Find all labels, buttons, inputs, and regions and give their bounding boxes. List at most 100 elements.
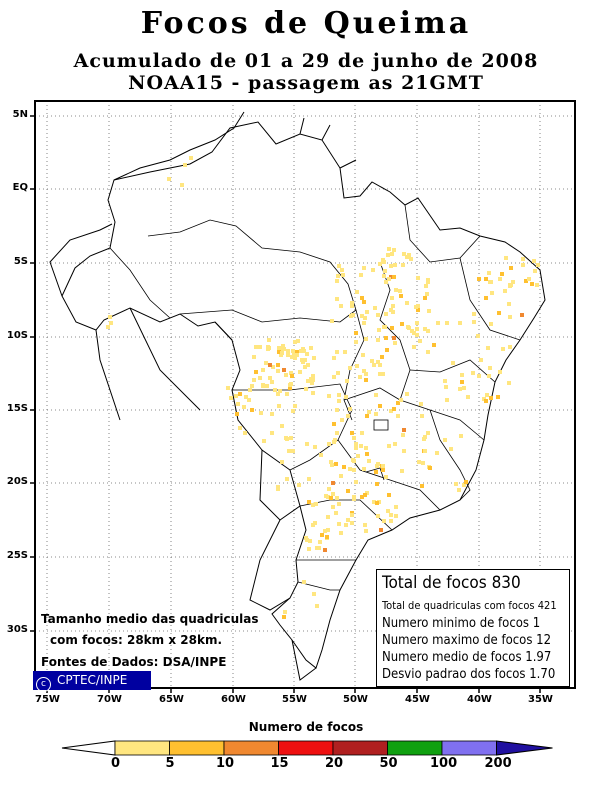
fire-cell bbox=[326, 495, 330, 499]
fire-cell bbox=[229, 396, 233, 400]
fire-cell bbox=[418, 339, 422, 343]
fire-cell bbox=[250, 384, 254, 388]
fire-cell bbox=[533, 269, 537, 273]
fire-cell bbox=[303, 365, 307, 369]
fire-cell bbox=[106, 325, 110, 329]
fire-cell bbox=[280, 424, 284, 428]
fire-cell bbox=[360, 314, 364, 318]
fire-cell bbox=[320, 533, 324, 537]
fire-cell bbox=[457, 488, 461, 492]
fire-cell bbox=[306, 379, 310, 383]
fire-cell bbox=[364, 337, 368, 341]
fire-cell bbox=[318, 540, 322, 544]
legend-tick: 50 bbox=[379, 756, 398, 771]
legend-right-arrow bbox=[496, 740, 553, 756]
fire-cell bbox=[180, 183, 184, 187]
fire-cell bbox=[278, 389, 282, 393]
lon-label: 35W bbox=[528, 694, 553, 705]
fire-cell bbox=[293, 356, 297, 360]
fire-cell bbox=[509, 283, 513, 287]
fire-cell bbox=[520, 313, 524, 317]
fire-cell bbox=[350, 513, 354, 517]
fire-cell bbox=[289, 371, 293, 375]
fire-cell bbox=[244, 395, 248, 399]
fire-cell bbox=[509, 266, 513, 270]
fire-cell bbox=[387, 277, 391, 281]
fire-cell bbox=[378, 262, 382, 266]
fire-cell bbox=[362, 300, 366, 304]
fire-cell bbox=[381, 468, 385, 472]
fire-cell bbox=[268, 363, 272, 367]
fire-cell bbox=[280, 351, 284, 355]
fire-cell bbox=[358, 375, 362, 379]
fire-cell bbox=[389, 519, 393, 523]
lat-label: 10S bbox=[6, 330, 28, 341]
badge-text: CPTEC/INPE bbox=[57, 673, 128, 687]
fire-cell bbox=[354, 480, 358, 484]
fire-cell bbox=[373, 306, 377, 310]
fire-cell bbox=[340, 268, 344, 272]
fire-cell bbox=[460, 373, 464, 377]
fire-cell bbox=[391, 304, 395, 308]
fire-cell bbox=[435, 451, 439, 455]
fire-cell bbox=[410, 329, 414, 333]
fire-cell bbox=[337, 522, 341, 526]
fire-cell bbox=[298, 370, 302, 374]
mean-fires: Numero medio de focos 1.97 bbox=[382, 650, 552, 665]
map-subtitle-satellite: NOAA15 - passagem as 21GMT bbox=[128, 72, 484, 94]
fire-cell bbox=[281, 344, 285, 348]
fire-cell bbox=[332, 375, 336, 379]
fire-cell bbox=[276, 392, 280, 396]
fire-cell bbox=[372, 363, 376, 367]
fire-cell bbox=[486, 346, 490, 350]
map-title: Focos de Queima bbox=[140, 6, 472, 41]
fire-cell bbox=[472, 320, 476, 324]
cell-size-note-1: Tamanho medio das quadriculas bbox=[41, 612, 259, 626]
fire-cell bbox=[443, 379, 447, 383]
fire-cell bbox=[361, 353, 365, 357]
fire-cell bbox=[507, 381, 511, 385]
fire-cell bbox=[425, 292, 429, 296]
fire-cell bbox=[331, 492, 335, 496]
fire-cell bbox=[387, 444, 391, 448]
fire-cell bbox=[270, 412, 274, 416]
fire-cell bbox=[477, 277, 481, 281]
fire-cell bbox=[332, 356, 336, 360]
lon-label: 55W bbox=[282, 694, 307, 705]
fire-cell bbox=[354, 340, 358, 344]
fire-cell bbox=[394, 514, 398, 518]
fire-cell bbox=[311, 503, 315, 507]
fire-cell bbox=[386, 509, 390, 513]
fire-cell bbox=[387, 247, 391, 251]
fire-cell bbox=[350, 301, 354, 305]
legend-tick: 10 bbox=[216, 756, 235, 771]
fire-cell bbox=[386, 253, 390, 257]
fire-cell bbox=[313, 445, 317, 449]
fire-cell bbox=[398, 289, 402, 293]
fire-cell bbox=[334, 511, 338, 515]
fire-cell bbox=[365, 310, 369, 314]
fire-cell bbox=[306, 363, 310, 367]
min-fires: Numero minimo de focos 1 bbox=[382, 616, 541, 631]
map-subtitle-period: Acumulado de 01 a 29 de junho de 2008 bbox=[73, 50, 539, 72]
lon-label: 40W bbox=[467, 694, 492, 705]
fire-cell bbox=[405, 392, 409, 396]
fire-cell bbox=[264, 361, 268, 365]
fire-cell bbox=[383, 269, 387, 273]
fire-cell bbox=[290, 374, 294, 378]
fire-cell bbox=[234, 394, 238, 398]
fire-cell bbox=[489, 322, 493, 326]
fire-cell bbox=[389, 308, 393, 312]
fire-cell bbox=[329, 496, 333, 500]
fire-cell bbox=[412, 345, 416, 349]
fire-cell bbox=[417, 460, 421, 464]
fire-cell bbox=[376, 338, 380, 342]
fire-cell bbox=[508, 345, 512, 349]
fire-cell bbox=[407, 253, 411, 257]
lat-label: 20S bbox=[6, 476, 28, 487]
fire-cell bbox=[276, 485, 280, 489]
fire-cell bbox=[302, 349, 306, 353]
legend-swatch bbox=[441, 740, 497, 756]
fire-cell bbox=[402, 252, 406, 256]
fire-cell bbox=[376, 514, 380, 518]
